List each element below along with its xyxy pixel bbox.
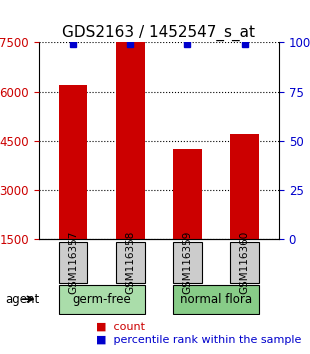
Bar <box>230 135 259 239</box>
Text: GSM116360: GSM116360 <box>240 231 250 294</box>
Text: GSM116358: GSM116358 <box>125 231 135 294</box>
FancyBboxPatch shape <box>230 242 259 283</box>
FancyBboxPatch shape <box>173 285 259 314</box>
Text: ■  percentile rank within the sample: ■ percentile rank within the sample <box>96 335 301 346</box>
FancyBboxPatch shape <box>59 285 144 314</box>
FancyBboxPatch shape <box>173 242 202 283</box>
Text: GSM116359: GSM116359 <box>183 231 193 294</box>
Bar <box>173 149 202 239</box>
Text: GSM116357: GSM116357 <box>68 231 78 294</box>
FancyBboxPatch shape <box>116 242 144 283</box>
FancyBboxPatch shape <box>59 242 87 283</box>
Title: GDS2163 / 1452547_s_at: GDS2163 / 1452547_s_at <box>62 25 255 41</box>
Text: ■  count: ■ count <box>96 321 145 331</box>
Text: agent: agent <box>6 293 40 306</box>
Bar <box>59 85 87 239</box>
Text: normal flora: normal flora <box>180 293 252 306</box>
Text: germ-free: germ-free <box>72 293 131 306</box>
Bar <box>116 31 144 239</box>
